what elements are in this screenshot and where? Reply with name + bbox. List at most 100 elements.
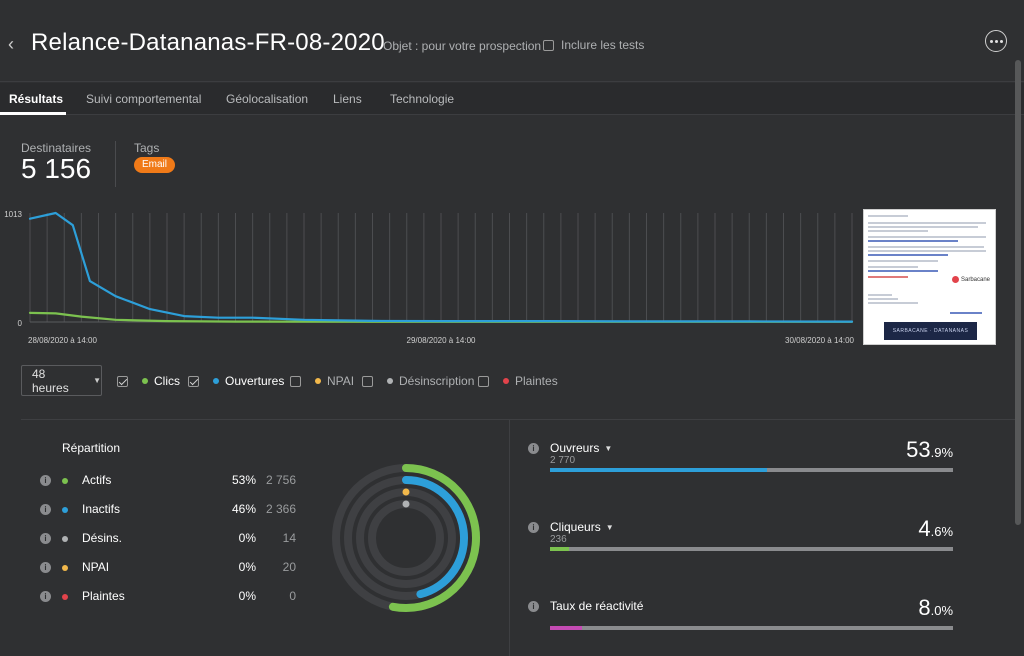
include-tests-toggle[interactable]: Inclure les tests	[543, 38, 644, 52]
metric-ouvreurs: i Ouvreurs ▼ 2 770 53.9%	[528, 437, 958, 491]
legend-checkbox[interactable]	[362, 375, 373, 387]
info-icon[interactable]: i	[40, 504, 51, 515]
metric-value: 53.9%	[906, 437, 953, 462]
tag-badge[interactable]: Email	[134, 157, 176, 173]
metric-name[interactable]: Cliqueurs ▼	[550, 520, 614, 534]
status-color-dot	[62, 536, 68, 542]
legend-checkbox[interactable]	[290, 375, 301, 387]
repartition-name: Plaintes	[82, 589, 125, 603]
metric-count: 2 770	[550, 455, 576, 466]
tab-bar: Résultats Suivi comportemental Géolocali…	[0, 83, 1024, 115]
caret-down-icon[interactable]: ▼	[605, 522, 614, 532]
ring-dot-npai	[402, 488, 410, 496]
column-divider	[509, 420, 510, 656]
legend-color-dot	[142, 378, 148, 384]
metric-progress-fill	[550, 547, 569, 551]
tab-resultats[interactable]: Résultats	[9, 92, 64, 106]
metric-tauxderactivit: i Taux de réactivité 8.0%	[528, 595, 958, 649]
x-tick-label: 28/08/2020 à 14:00	[28, 336, 98, 345]
legend-toggle-ouvertures[interactable]: Ouvertures	[188, 374, 284, 388]
campaign-title: Relance-Datananas-FR-08-2020	[31, 29, 385, 56]
x-tick-label: 30/08/2020 à 14:00	[785, 336, 855, 345]
metric-progress-bar	[550, 626, 953, 630]
repartition-percent: 0%	[238, 531, 256, 545]
metric-cliqueurs: i Cliqueurs ▼ 236 4.6%	[528, 516, 958, 570]
info-icon[interactable]: i	[528, 443, 539, 454]
header: ‹ Relance-Datananas-FR-08-2020 Objet : p…	[0, 0, 1024, 82]
metric-value: 4.6%	[918, 516, 953, 541]
legend-color-dot	[503, 378, 509, 384]
summary-divider	[115, 141, 116, 187]
repartition-row: i Inactifs 46% 2 366	[40, 502, 300, 518]
repartition-row: i Actifs 53% 2 756	[40, 473, 300, 489]
legend-checkbox[interactable]	[478, 375, 489, 387]
info-icon[interactable]: i	[40, 475, 51, 486]
repartition-count: 0	[289, 589, 296, 603]
repartition-count: 2 366	[265, 502, 296, 516]
preview-brand-logo: Sarbacane	[952, 276, 990, 283]
recipients-value: 5 156	[21, 153, 92, 184]
active-tab-indicator	[0, 112, 66, 115]
legend-checkbox[interactable]	[117, 375, 128, 387]
legend-color-dot	[213, 378, 219, 384]
info-icon[interactable]: i	[528, 601, 539, 612]
metric-name: Taux de réactivité	[550, 599, 644, 613]
repartition-percent: 53%	[231, 473, 256, 487]
info-icon[interactable]: i	[40, 591, 51, 602]
legend-toggle-clics[interactable]: Clics	[117, 374, 180, 388]
repartition-name: Inactifs	[82, 502, 121, 516]
recipients-label: Destinataires	[21, 141, 92, 155]
y-tick-label: 1013	[4, 210, 22, 219]
legend-checkbox[interactable]	[188, 375, 199, 387]
legend-label: Désinscription	[399, 374, 475, 388]
status-color-dot	[62, 507, 68, 513]
repartition-row: i Désins. 0% 14	[40, 531, 300, 547]
email-preview-thumbnail[interactable]: Sarbacane SARBACANE · DATANANAS	[863, 209, 996, 345]
x-tick-label: 29/08/2020 à 14:00	[407, 336, 477, 345]
caret-down-icon[interactable]: ▼	[604, 443, 613, 453]
legend-color-dot	[387, 378, 393, 384]
repartition-count: 2 756	[265, 473, 296, 487]
info-icon[interactable]: i	[40, 533, 51, 544]
tab-technologie[interactable]: Technologie	[390, 92, 455, 106]
preview-banner: SARBACANE · DATANANAS	[884, 322, 977, 340]
series-line-clics	[28, 311, 854, 323]
repartition-ring-chart	[332, 464, 480, 612]
metric-progress-fill	[550, 468, 768, 472]
legend-toggle-dsinscription[interactable]: Désinscription	[362, 374, 474, 388]
page-scrollbar[interactable]	[1015, 60, 1021, 525]
metric-progress-bar	[550, 468, 953, 472]
ring-arc-actifs	[388, 464, 480, 612]
legend-toggle-plaintes[interactable]: Plaintes	[478, 374, 558, 388]
back-chevron-icon[interactable]: ‹	[8, 34, 14, 54]
metric-value: 8.0%	[918, 595, 953, 620]
legend-label: Plaintes	[515, 374, 558, 388]
more-icon[interactable]	[985, 30, 1007, 52]
repartition-count: 20	[282, 560, 296, 574]
info-icon[interactable]: i	[40, 562, 51, 573]
legend-toggle-npai[interactable]: NPAI	[290, 374, 354, 388]
info-icon[interactable]: i	[528, 522, 539, 533]
status-color-dot	[62, 478, 68, 484]
legend-label: NPAI	[327, 374, 355, 388]
period-select-value: 48 heures	[32, 366, 69, 395]
period-select[interactable]: 48 heures ▼	[21, 365, 102, 396]
campaign-subject: Objet : pour votre prospection	[383, 39, 542, 53]
repartition-name: NPAI	[82, 560, 110, 574]
repartition-percent: 0%	[238, 589, 256, 603]
include-tests-label: Inclure les tests	[561, 38, 645, 52]
metric-count: 236	[550, 534, 567, 545]
tab-liens[interactable]: Liens	[333, 92, 362, 106]
section-divider	[21, 419, 1018, 420]
metric-name[interactable]: Ouvreurs ▼	[550, 441, 613, 455]
tab-suivi-comportemental[interactable]: Suivi comportemental	[86, 92, 202, 106]
repartition-row: i Plaintes 0% 0	[40, 589, 300, 605]
include-tests-checkbox[interactable]	[543, 39, 554, 51]
chart-controls: 48 heures ▼ Clics Ouvertures NPAI Désinscri…	[0, 365, 1024, 397]
repartition-percent: 46%	[231, 502, 256, 516]
repartition-title: Répartition	[62, 441, 121, 455]
tab-geolocalisation[interactable]: Géolocalisation	[226, 92, 309, 106]
repartition-row: i NPAI 0% 20	[40, 560, 300, 576]
metric-progress-fill	[550, 626, 583, 630]
legend-label: Ouvertures	[225, 374, 285, 388]
